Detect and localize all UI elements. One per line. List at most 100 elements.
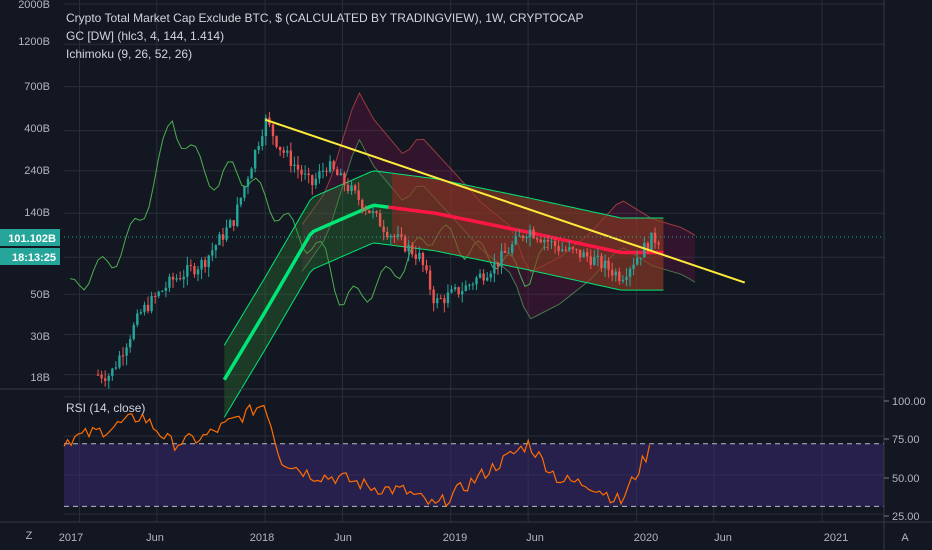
candle-body (539, 239, 542, 243)
candle-body (139, 312, 143, 314)
gaussian-band-fill (224, 170, 664, 418)
candle-body (475, 277, 478, 285)
trendline-group[interactable] (264, 118, 746, 284)
time-tick: Jun (714, 532, 732, 544)
candle-body (200, 260, 203, 270)
candle-body (543, 240, 546, 243)
candle-body (371, 211, 375, 214)
rsi-axis[interactable]: 100.00 75.00 50.00 25.00 (884, 396, 926, 523)
candle-body (261, 136, 264, 147)
candle-body (296, 164, 300, 170)
time-tick: Jun (526, 532, 544, 544)
candle-body (386, 231, 389, 238)
price-axis-left[interactable]: 2000B 1200B 700B 400B 240B 140B 50B 30B … (18, 0, 50, 384)
candle-body (275, 136, 278, 147)
time-axis[interactable]: 2017 Jun 2018 Jun 2019 Jun 2020 Jun 2021 (59, 532, 848, 544)
current-price-tag: 101.102B (0, 229, 60, 246)
candle-body (282, 150, 285, 153)
candle-body (582, 252, 585, 258)
candle-body (418, 252, 421, 259)
candle-body (507, 252, 510, 254)
candle-body (578, 249, 582, 258)
auto-scale-icon[interactable]: A (901, 532, 909, 544)
candle-body (514, 236, 517, 245)
candle-body (211, 250, 214, 256)
candle-body (293, 164, 296, 167)
candle-body (632, 264, 635, 269)
rsi-tick: 50.00 (892, 473, 920, 485)
candle-body (621, 279, 625, 282)
candle-body (264, 117, 268, 137)
candle-body (421, 252, 425, 266)
time-tick: 2017 (59, 532, 83, 544)
candle-body (564, 249, 567, 251)
candle-series (96, 111, 660, 389)
gaussian-channel-legend[interactable]: GC [DW] (hlc3, 4, 144, 1.414) (66, 29, 224, 43)
gaussian-mid-green (222, 203, 389, 381)
candle-body (618, 271, 621, 282)
candle-body (225, 227, 228, 240)
candle-body (646, 242, 650, 251)
candle-body (596, 255, 600, 258)
candle-body (121, 355, 125, 357)
candle-body (136, 313, 139, 325)
candle-body (271, 124, 275, 137)
candle-body (375, 211, 378, 214)
candle-body (150, 296, 153, 312)
candle-body (511, 244, 514, 253)
countdown-value: 18:13:25 (12, 252, 56, 264)
rsi-line (63, 403, 651, 508)
candle-body (303, 173, 307, 175)
candle-body (168, 276, 171, 288)
candle-body (443, 298, 446, 304)
candle-body (450, 289, 453, 293)
candle-body (332, 161, 335, 170)
gaussian-lower (223, 242, 664, 418)
candle-body (178, 278, 182, 280)
candle-body (361, 199, 364, 209)
bar-countdown-tag: 18:13:25 (0, 248, 60, 265)
price-tick: 140B (24, 207, 50, 219)
ichimoku-legend[interactable]: Ichimoku (9, 26, 52, 26) (66, 47, 192, 61)
candle-body (428, 270, 432, 290)
candle-body (411, 245, 414, 255)
candle-body (532, 229, 535, 239)
candle-body (350, 185, 353, 192)
candle-body (357, 190, 360, 200)
chart-title: Crypto Total Market Cap Exclude BTC, $ (… (66, 11, 583, 25)
price-tick: 400B (24, 123, 50, 135)
time-tick: 2021 (824, 532, 848, 544)
candle-body (468, 284, 471, 286)
candle-body (214, 245, 218, 251)
candle-body (528, 229, 532, 238)
candle-body (571, 247, 575, 249)
trendline[interactable] (264, 118, 746, 284)
candle-body (603, 260, 607, 269)
candle-body (236, 204, 239, 226)
candle-body (635, 258, 639, 265)
candle-body (628, 268, 632, 277)
time-tick: Jun (334, 532, 352, 544)
ichimoku-lagging-span (70, 119, 549, 306)
candle-body (336, 169, 339, 176)
price-tag-value: 101.102B (8, 233, 56, 245)
candle-body (575, 248, 578, 250)
rsi-series (63, 403, 651, 508)
candle-body (639, 257, 642, 259)
candle-body (246, 178, 250, 187)
candle-body (568, 247, 571, 251)
candle-body (650, 232, 653, 251)
rsi-legend[interactable]: RSI (14, close) (66, 401, 145, 415)
rsi-tick: 75.00 (892, 434, 920, 446)
candle-body (364, 208, 368, 211)
candle-body (153, 296, 157, 298)
candle-body (493, 262, 496, 274)
price-tick: 30B (30, 331, 50, 343)
gaussian-channel (222, 170, 664, 418)
candle-body (560, 249, 564, 252)
price-tick: 1200B (18, 36, 50, 48)
candle-body (625, 276, 628, 280)
countdown-bg (0, 248, 60, 265)
zoom-icon[interactable]: Z (26, 530, 33, 542)
